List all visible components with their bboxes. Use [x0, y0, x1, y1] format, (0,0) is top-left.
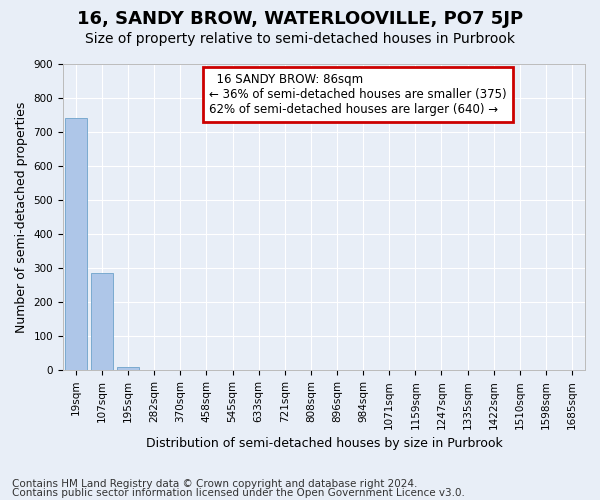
Y-axis label: Number of semi-detached properties: Number of semi-detached properties	[15, 102, 28, 333]
X-axis label: Distribution of semi-detached houses by size in Purbrook: Distribution of semi-detached houses by …	[146, 437, 502, 450]
Text: 16 SANDY BROW: 86sqm
← 36% of semi-detached houses are smaller (375)
62% of semi: 16 SANDY BROW: 86sqm ← 36% of semi-detac…	[209, 73, 507, 116]
Bar	[65, 118, 87, 370]
Bar	[91, 273, 113, 370]
Text: Contains public sector information licensed under the Open Government Licence v3: Contains public sector information licen…	[12, 488, 465, 498]
Text: 16, SANDY BROW, WATERLOOVILLE, PO7 5JP: 16, SANDY BROW, WATERLOOVILLE, PO7 5JP	[77, 10, 523, 28]
Bar	[117, 367, 139, 370]
Text: Size of property relative to semi-detached houses in Purbrook: Size of property relative to semi-detach…	[85, 32, 515, 46]
Text: Contains HM Land Registry data © Crown copyright and database right 2024.: Contains HM Land Registry data © Crown c…	[12, 479, 418, 489]
